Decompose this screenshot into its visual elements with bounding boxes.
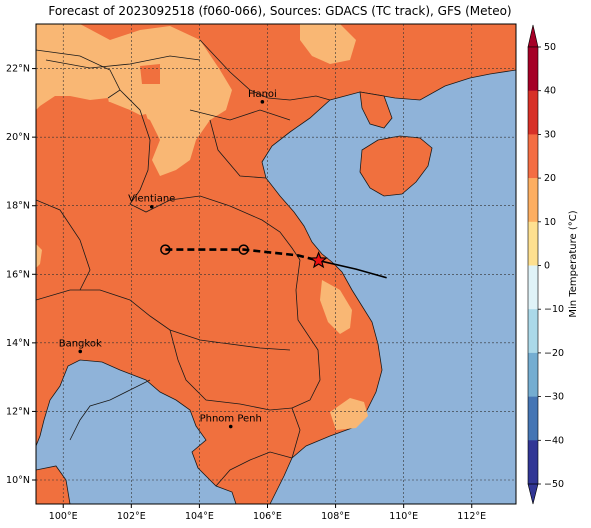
colorbar-band bbox=[528, 309, 538, 354]
lon-tick-label: 112°E bbox=[457, 511, 486, 522]
city-dot-icon bbox=[260, 100, 265, 104]
latitude-axis: 22°N 20°N 18°N 16°N 14°N 12°N 10°N bbox=[6, 64, 36, 486]
lon-tick-label: 104°E bbox=[185, 511, 214, 522]
colorbar-band bbox=[528, 178, 538, 223]
warm-patch-4 bbox=[140, 64, 160, 84]
city-dot-icon bbox=[149, 204, 154, 209]
colorbar-tick-label: 50 bbox=[544, 42, 556, 53]
track-point-circle-icon[interactable] bbox=[238, 244, 249, 255]
peninsula-landmass bbox=[36, 465, 71, 504]
graticule bbox=[36, 24, 516, 504]
cool-region-north bbox=[36, 24, 232, 176]
forecast-track-points bbox=[160, 244, 249, 255]
colorbar-tick-label: −50 bbox=[544, 479, 564, 490]
lat-tick-label: 18°N bbox=[6, 201, 30, 212]
city-label: Phnom Penh bbox=[200, 414, 262, 425]
colorbar-band bbox=[528, 90, 538, 135]
colorbar-tick-label: −30 bbox=[544, 392, 564, 403]
hainan-island bbox=[359, 135, 433, 197]
forecast-track-line bbox=[165, 248, 319, 262]
colorbar: 50 40 30 20 10 0 −10 −20 −30 −40 −50 bbox=[527, 24, 564, 505]
track-point-circle-icon[interactable] bbox=[160, 244, 171, 255]
warm-patch-1 bbox=[90, 98, 110, 110]
lat-tick-label: 22°N bbox=[6, 64, 30, 75]
colorbar-tick-label: 10 bbox=[544, 217, 556, 228]
city-label: Hanoi bbox=[248, 89, 277, 100]
country-borders bbox=[36, 39, 331, 487]
colorbar-band bbox=[528, 47, 538, 91]
warm-patch-3 bbox=[60, 122, 78, 138]
warm-patch-2 bbox=[128, 114, 150, 130]
colorbar-band bbox=[528, 134, 538, 179]
city-dot-icon bbox=[228, 424, 233, 429]
lon-tick-label: 102°E bbox=[117, 511, 146, 522]
city-markers: Hanoi Vientiane Bangkok Phnom Penh bbox=[59, 89, 277, 429]
lat-tick-label: 20°N bbox=[6, 132, 30, 143]
city-label: Vientiane bbox=[128, 194, 175, 205]
colorbar-tick-label: 30 bbox=[544, 129, 556, 140]
lon-tick-label: 110°E bbox=[389, 511, 418, 522]
colorbar-band bbox=[528, 221, 538, 266]
colorbar-tick-label: 40 bbox=[544, 86, 556, 97]
lat-tick-label: 16°N bbox=[6, 269, 30, 280]
lon-tick-label: 106°E bbox=[253, 511, 282, 522]
lat-tick-label: 14°N bbox=[6, 338, 30, 349]
colorbar-top-arrow bbox=[527, 24, 539, 48]
cool-region-west bbox=[36, 244, 42, 268]
colorbar-band bbox=[528, 396, 538, 441]
lat-tick-label: 10°N bbox=[6, 475, 30, 486]
colorbar-tick-label: −40 bbox=[544, 435, 564, 446]
colorbar-tick-label: −10 bbox=[544, 304, 564, 315]
past-track-line bbox=[318, 259, 387, 279]
colorbar-band bbox=[528, 440, 538, 485]
colorbar-band bbox=[528, 265, 538, 310]
lon-tick-label: 108°E bbox=[321, 511, 350, 522]
lat-tick-label: 12°N bbox=[6, 406, 30, 417]
longitude-axis: 100°E 102°E 104°E 106°E 108°E 110°E 112°E bbox=[49, 504, 486, 522]
map-frame bbox=[35, 23, 517, 505]
cool-region-northeast bbox=[300, 24, 356, 64]
cool-region-south bbox=[330, 398, 368, 430]
city-dot-icon bbox=[78, 349, 83, 354]
current-position-star-icon[interactable] bbox=[309, 251, 328, 269]
lon-tick-label: 100°E bbox=[49, 511, 78, 522]
cool-region-coast bbox=[320, 280, 352, 334]
colorbar-tick-label: 0 bbox=[544, 261, 550, 272]
map-area[interactable]: Hanoi Vientiane Bangkok Phnom Penh bbox=[36, 24, 516, 504]
colorbar-bottom-arrow bbox=[527, 483, 539, 505]
colorbar-tick-label: 20 bbox=[544, 173, 556, 184]
colorbar-tick-label: −20 bbox=[544, 348, 564, 359]
city-label: Bangkok bbox=[59, 338, 102, 349]
leizhou-peninsula bbox=[359, 91, 393, 129]
colorbar-band bbox=[528, 352, 538, 397]
colorbar-label: Min Temperature (°C) bbox=[568, 210, 579, 317]
map-title: Forecast of 2023092518 (f060-066), Sourc… bbox=[48, 4, 512, 18]
